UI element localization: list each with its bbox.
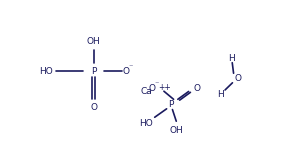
Text: O: O xyxy=(90,104,97,113)
Text: O: O xyxy=(148,84,155,93)
Text: H: H xyxy=(217,90,224,99)
Text: O: O xyxy=(234,74,241,83)
Text: O: O xyxy=(194,84,201,93)
Text: HO: HO xyxy=(139,119,153,128)
Text: O: O xyxy=(123,67,130,76)
Text: Ca: Ca xyxy=(140,87,152,96)
Text: OH: OH xyxy=(87,37,100,46)
Text: P: P xyxy=(168,100,174,109)
Text: P: P xyxy=(91,67,96,76)
Text: OH: OH xyxy=(170,126,184,135)
Text: ⁻: ⁻ xyxy=(128,63,132,72)
Text: HO: HO xyxy=(39,67,53,76)
Text: ⁻: ⁻ xyxy=(155,79,159,88)
Text: ++: ++ xyxy=(158,83,171,92)
Text: H: H xyxy=(228,54,235,63)
